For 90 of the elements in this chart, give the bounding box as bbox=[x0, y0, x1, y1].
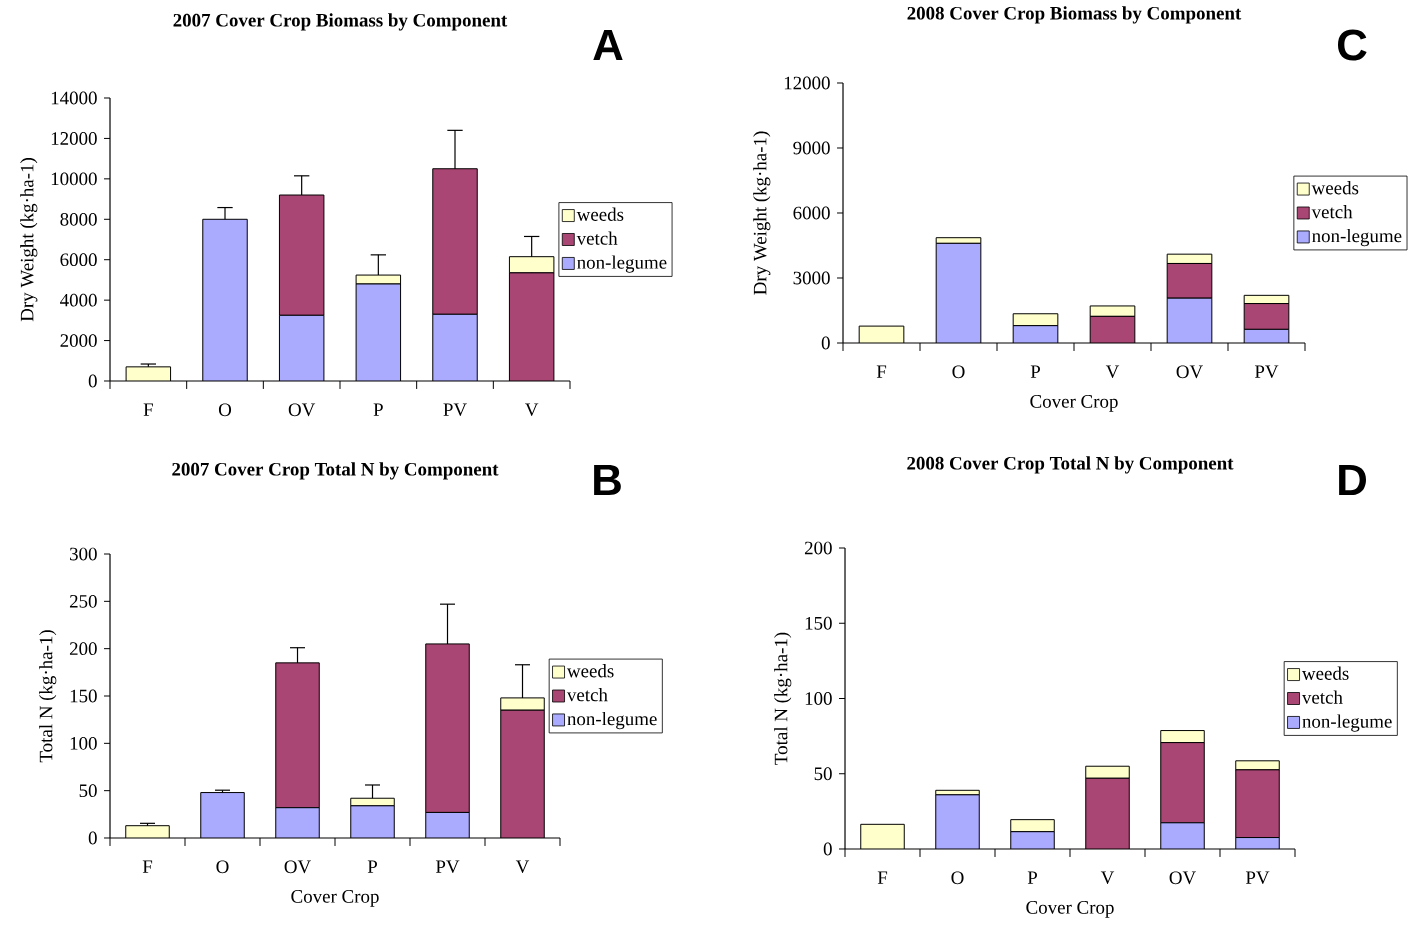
bar bbox=[1166, 262, 1213, 299]
x-tick-label: OV bbox=[284, 860, 311, 874]
bar bbox=[1167, 298, 1212, 343]
bar bbox=[279, 315, 324, 381]
text: D bbox=[1339, 464, 1366, 496]
bar bbox=[936, 243, 981, 343]
legend-label: vetch bbox=[566, 688, 608, 702]
x-tick-label: V bbox=[1105, 365, 1120, 379]
bar bbox=[1243, 303, 1290, 330]
x-axis-title: Cover Crop bbox=[1030, 395, 1118, 412]
y-tick-label: 9000 bbox=[793, 141, 830, 155]
bar bbox=[508, 272, 555, 381]
x-tick-label: PV bbox=[1245, 871, 1270, 885]
legend-label: weeds bbox=[576, 207, 624, 221]
text: C bbox=[1337, 29, 1367, 61]
x-tick-label: F bbox=[143, 403, 153, 416]
legend-label: weeds bbox=[1311, 181, 1359, 195]
y-axis-title: Dry Weight (kg·ha-1) bbox=[20, 158, 38, 322]
bar bbox=[432, 168, 478, 315]
text: A bbox=[593, 29, 623, 61]
x-tick-label: OV bbox=[1176, 365, 1203, 379]
legend-label: weeds bbox=[566, 664, 614, 678]
text: B bbox=[594, 464, 621, 496]
y-tick-label: 250 bbox=[69, 594, 97, 608]
x-tick-label: F bbox=[142, 860, 153, 873]
x-tick-label: V bbox=[1100, 871, 1115, 885]
y-tick-label: 14000 bbox=[51, 91, 97, 105]
x-tick-label: PV bbox=[1254, 365, 1279, 379]
legend-label: weeds bbox=[1301, 666, 1349, 680]
x-tick-label: P bbox=[1030, 365, 1041, 378]
bar bbox=[1090, 316, 1135, 343]
x-tick-label: V bbox=[515, 860, 530, 874]
chart-title: 2008 Cover Crop Biomass by Component bbox=[907, 6, 1242, 24]
y-tick-label: 50 bbox=[814, 767, 832, 781]
y-tick-label: 100 bbox=[805, 692, 832, 705]
x-tick-label: O bbox=[952, 365, 965, 379]
y-tick-label: 300 bbox=[70, 547, 97, 561]
legend-label: non-legume bbox=[577, 255, 667, 273]
x-tick-label: O bbox=[218, 403, 232, 417]
y-tick-label: 12000 bbox=[51, 132, 97, 145]
y-tick-label: 0 bbox=[88, 831, 97, 845]
chart-title: 2007 Cover Crop Biomass by Component bbox=[173, 13, 508, 31]
legend-label: non-legume bbox=[1312, 228, 1402, 247]
y-tick-label: 100 bbox=[70, 736, 97, 750]
y-tick-label: 0 bbox=[88, 374, 97, 388]
bar bbox=[202, 219, 248, 381]
y-axis-title: Total N (kg·ha-1) bbox=[39, 630, 57, 763]
x-tick-label: P bbox=[373, 403, 383, 416]
y-tick-label: 0 bbox=[823, 842, 832, 856]
x-tick-label: OV bbox=[1169, 871, 1196, 885]
y-tick-label: 200 bbox=[69, 642, 97, 656]
bar bbox=[356, 283, 401, 381]
bar bbox=[508, 256, 555, 274]
y-tick-label: 200 bbox=[804, 541, 832, 555]
y-tick-label: 8000 bbox=[60, 212, 97, 226]
y-tick-label: 4000 bbox=[60, 293, 97, 307]
y-tick-label: 6000 bbox=[60, 253, 97, 267]
legend-label: vetch bbox=[1301, 690, 1343, 704]
x-tick-label: V bbox=[525, 403, 539, 417]
x-axis-title: Cover Crop bbox=[291, 890, 379, 907]
y-tick-label: 150 bbox=[805, 616, 832, 630]
legend-label: vetch bbox=[576, 231, 618, 245]
y-tick-label: 12000 bbox=[784, 76, 830, 90]
legend-label: vetch bbox=[1311, 205, 1353, 219]
bar bbox=[278, 194, 325, 316]
x-tick-label: PV bbox=[443, 403, 467, 417]
y-tick-label: 6000 bbox=[793, 206, 830, 220]
x-axis-title: Cover Crop bbox=[1026, 901, 1114, 918]
y-tick-label: 150 bbox=[70, 689, 97, 703]
bar bbox=[126, 366, 171, 381]
y-tick-label: 3000 bbox=[793, 271, 830, 285]
x-tick-label: F bbox=[877, 871, 888, 884]
bar bbox=[432, 313, 478, 381]
y-tick-label: 0 bbox=[821, 336, 830, 350]
x-tick-label: OV bbox=[288, 403, 316, 417]
y-tick-label: 10000 bbox=[51, 172, 97, 186]
x-tick-label: F bbox=[876, 365, 887, 378]
y-tick-label: 50 bbox=[79, 784, 97, 798]
y-axis-title: Dry Weight (kg·ha-1) bbox=[753, 131, 771, 295]
y-axis-title: Total N (kg·ha-1) bbox=[774, 632, 792, 765]
y-tick-label: 2000 bbox=[60, 334, 97, 347]
x-tick-label: O bbox=[951, 871, 964, 885]
chart-title: 2008 Cover Crop Total N by Component bbox=[907, 456, 1234, 474]
x-tick-label: O bbox=[216, 860, 229, 874]
legend-label: non-legume bbox=[1302, 714, 1392, 732]
legend-label: non-legume bbox=[567, 711, 657, 730]
chart-title: 2007 Cover Crop Total N by Component bbox=[172, 462, 499, 480]
x-tick-label: P bbox=[1027, 871, 1038, 884]
x-tick-label: PV bbox=[435, 860, 460, 874]
x-tick-label: P bbox=[367, 860, 378, 873]
